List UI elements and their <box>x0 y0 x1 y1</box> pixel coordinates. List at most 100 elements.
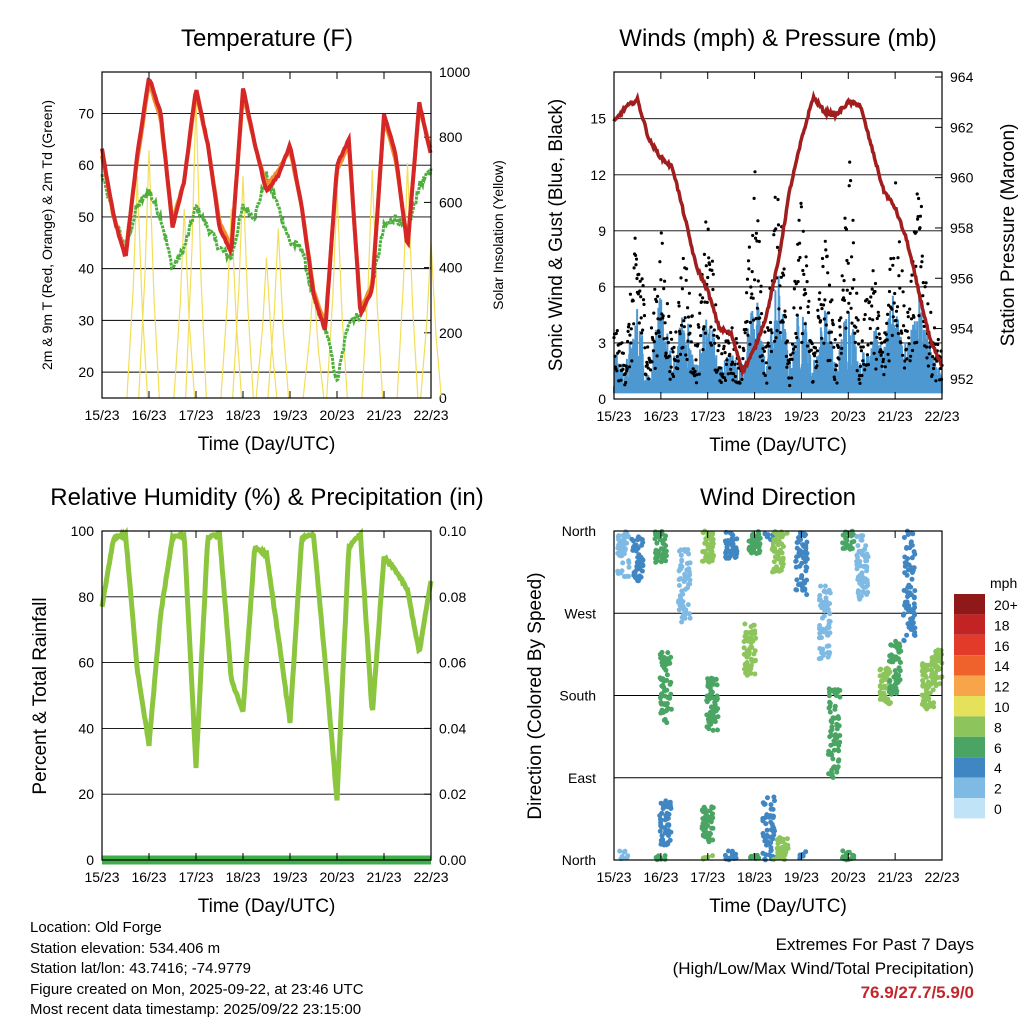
winds-x-tick-label: 19/23 <box>784 408 819 424</box>
humidity-x-tick-label: 16/23 <box>131 869 166 885</box>
winds-y2-tick-label: 960 <box>950 170 974 186</box>
temperature-y-tick-label: 70 <box>78 105 94 121</box>
direction-cluster <box>825 686 843 780</box>
station-elevation: Station elevation: 534.406 m <box>30 939 221 957</box>
winds-y-tick-label: 0 <box>598 391 606 407</box>
direction-cluster <box>919 661 937 712</box>
winds-plot-frame <box>613 71 943 400</box>
direction-cluster <box>877 665 894 707</box>
temperature-y2-tick-label: 1000 <box>439 64 470 80</box>
humidity-y-tick-label: 0 <box>86 852 94 868</box>
humidity-x-tick-label: 19/23 <box>272 869 307 885</box>
direction-cluster <box>657 798 674 848</box>
winds-y-tick-label: 15 <box>590 111 606 127</box>
direction-x-tick-label: 20/23 <box>831 869 866 885</box>
speed-legend-swatch <box>954 634 985 656</box>
direction-cluster <box>615 529 632 862</box>
humidity-y-tick-label: 80 <box>78 589 94 605</box>
direction-x-tick-label: 19/23 <box>784 869 819 885</box>
humidity-y2-tick-label: 0.04 <box>439 720 466 736</box>
direction-cluster <box>769 529 786 863</box>
temperature-y2-tick-label: 600 <box>439 194 463 210</box>
speed-legend-label: 6 <box>994 740 1002 756</box>
temperature-dewpoint-series <box>100 168 433 383</box>
temperature-x-tick-label: 17/23 <box>178 407 213 423</box>
humidity-y2-tick-label: 0.10 <box>439 523 466 539</box>
direction-cluster <box>652 529 669 863</box>
direction-cluster <box>629 534 646 584</box>
winds-y-tick-label: 6 <box>598 279 606 295</box>
extremes-title: Extremes For Past 7 Days <box>775 935 974 954</box>
temperature-x-tick-label: 20/23 <box>319 407 354 423</box>
humidity-y-axis-label: Percent & Total Rainfall <box>30 597 51 794</box>
figure-created: Figure created on Mon, 2025-09-22, at 23… <box>30 980 364 998</box>
direction-cluster <box>704 675 721 733</box>
direction-x-axis-label: Time (Day/UTC) <box>709 896 847 917</box>
temperature-y-axis-label: 2m & 9m T (Red, Orange) & 2m Td (Green) <box>39 100 55 370</box>
temperature-2m-series <box>100 77 433 331</box>
humidity-plot-frame <box>101 530 432 861</box>
winds-y-axis-label: Sonic Wind & Gust (Blue, Black) <box>546 99 567 371</box>
direction-plot-frame <box>613 530 943 861</box>
winds-y2-axis-label: Station Pressure (Maroon) <box>998 124 1019 347</box>
direction-x-tick-label: 16/23 <box>643 869 678 885</box>
temperature-plot-frame <box>101 71 432 399</box>
winds-y2-tick-label: 958 <box>950 220 974 236</box>
humidity-x-axis-label: Time (Day/UTC) <box>198 896 336 917</box>
temperature-y-tick-label: 30 <box>78 312 94 328</box>
humidity-y-tick-label: 100 <box>71 523 95 539</box>
winds-y2-tick-label: 952 <box>950 371 974 387</box>
direction-y-tick-label: North <box>562 852 596 868</box>
winds-x-tick-label: 21/23 <box>878 408 913 424</box>
direction-cluster <box>816 583 833 662</box>
winds-y2-tick-label: 964 <box>950 69 974 85</box>
temperature-y-tick-label: 60 <box>78 157 94 173</box>
direction-x-tick-label: 15/23 <box>596 869 631 885</box>
speed-legend-label: 16 <box>994 638 1010 654</box>
direction-cluster <box>760 531 777 863</box>
humidity-y2-tick-label: 0.00 <box>439 852 466 868</box>
humidity-title: Relative Humidity (%) & Precipitation (i… <box>50 484 483 511</box>
temperature-y-tick-label: 40 <box>78 261 94 277</box>
speed-legend-swatch <box>954 594 985 615</box>
direction-cluster <box>854 533 871 602</box>
humidity-y2-tick-label: 0.02 <box>439 786 466 802</box>
speed-legend-label: 8 <box>994 719 1002 735</box>
direction-y-tick-label: North <box>562 523 596 539</box>
winds-y2-tick-label: 954 <box>950 321 974 337</box>
speed-legend-swatch <box>954 675 985 696</box>
temperature-x-tick-label: 22/23 <box>413 407 448 423</box>
extremes-values: 76.9/27.7/5.9/0 <box>860 983 974 1002</box>
speed-legend-swatch <box>954 798 985 819</box>
station-info: Location: Old Forge Station elevation: 5… <box>30 918 364 1021</box>
speed-legend-swatch <box>954 757 985 778</box>
speed-legend-label: 20+ <box>994 597 1018 613</box>
humidity-y-tick-label: 20 <box>78 786 94 802</box>
winds-y-tick-label: 12 <box>590 167 606 183</box>
humidity-x-tick-label: 17/23 <box>178 869 213 885</box>
direction-cluster <box>886 638 904 697</box>
speed-legend-swatch <box>954 614 985 635</box>
humidity-y2-tick-label: 0.08 <box>439 589 466 605</box>
direction-cluster <box>900 528 918 644</box>
speed-legend-swatch <box>954 655 985 676</box>
winds-x-tick-label: 18/23 <box>737 408 772 424</box>
speed-legend-swatch <box>954 736 985 758</box>
temperature-x-axis-label: Time (Day/UTC) <box>198 434 336 455</box>
station-latlon: Station lat/lon: 43.7416; -74.9779 <box>30 960 252 977</box>
humidity-rh-series <box>99 526 434 801</box>
temperature-y2-tick-label: 400 <box>439 260 463 276</box>
humidity-y-tick-label: 40 <box>78 720 94 736</box>
temperature-y-tick-label: 50 <box>78 209 94 225</box>
station-location: Location: Old Forge <box>30 919 162 936</box>
direction-cluster <box>741 621 759 678</box>
winds-y-tick-label: 3 <box>598 335 606 351</box>
winds-x-tick-label: 20/23 <box>831 408 866 424</box>
extremes-panel: Extremes For Past 7 Days (High/Low/Max W… <box>673 933 974 1005</box>
speed-legend-label: 12 <box>994 679 1010 695</box>
direction-cluster <box>722 529 740 863</box>
winds-title: Winds (mph) & Pressure (mb) <box>619 25 936 52</box>
winds-y2-tick-label: 956 <box>950 270 974 286</box>
winds-x-tick-label: 22/23 <box>924 408 959 424</box>
